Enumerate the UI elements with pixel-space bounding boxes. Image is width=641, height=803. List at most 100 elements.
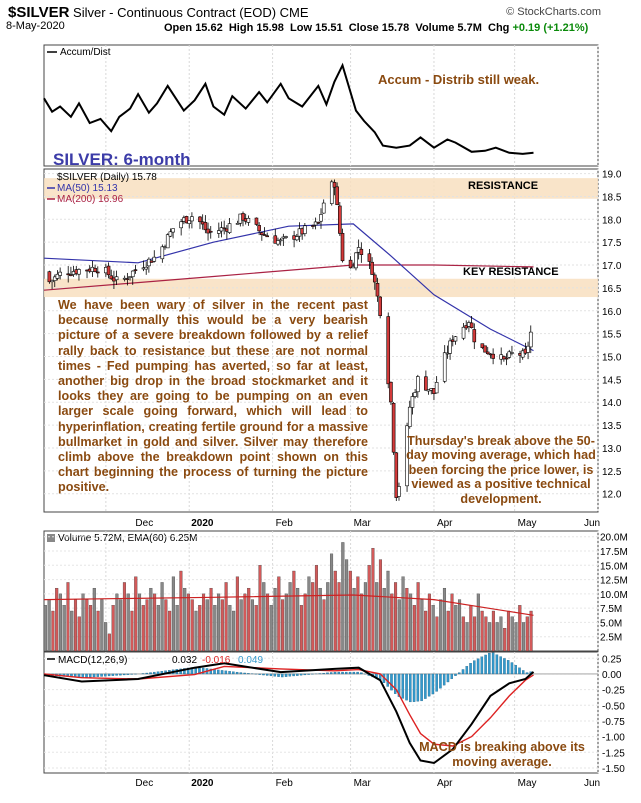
price-ytick-label: 14.0 bbox=[602, 398, 622, 409]
candle-body bbox=[372, 274, 377, 283]
price-ytick-label: 16.5 bbox=[602, 284, 622, 295]
volume-bar bbox=[201, 593, 206, 652]
volume-bar bbox=[352, 587, 356, 652]
candle-body bbox=[246, 217, 251, 223]
candle-body bbox=[397, 486, 401, 497]
volume-bar bbox=[100, 599, 104, 652]
candle-body bbox=[348, 259, 353, 269]
candle-body bbox=[144, 266, 148, 270]
candle-body bbox=[227, 223, 232, 233]
candle-body bbox=[520, 350, 525, 358]
volume-bar bbox=[141, 605, 145, 652]
volume-bar bbox=[424, 610, 428, 652]
candle-body bbox=[321, 202, 326, 214]
volume-bar bbox=[258, 565, 262, 652]
candle-body bbox=[338, 205, 342, 234]
volume-bar bbox=[333, 570, 337, 652]
macd-ytick-label: 0.25 bbox=[602, 654, 622, 665]
volume-bar bbox=[307, 576, 311, 652]
macd-ytick-label: 0.00 bbox=[602, 670, 622, 681]
candle-body bbox=[405, 425, 409, 487]
macd-histogram-bar bbox=[277, 673, 280, 677]
macd-histogram-bar bbox=[409, 673, 412, 703]
macd-histogram-bar bbox=[299, 673, 303, 676]
volume-bar bbox=[265, 593, 270, 652]
volume-bar bbox=[499, 616, 503, 652]
price-xtick-label: Apr bbox=[437, 518, 453, 529]
macd-histogram-bar bbox=[115, 673, 118, 676]
chart-date: 8-May-2020 bbox=[6, 20, 65, 32]
macd-histogram-bar bbox=[281, 673, 284, 678]
macd-histogram-bar bbox=[341, 671, 344, 675]
candle-body bbox=[394, 452, 399, 498]
macd-histogram-bar bbox=[220, 670, 224, 675]
candle-body bbox=[128, 276, 132, 278]
candle-body bbox=[526, 345, 530, 353]
macd-histogram-bar bbox=[356, 671, 359, 675]
macd-histogram-bar bbox=[393, 673, 397, 694]
volume-bar bbox=[458, 599, 462, 652]
volume-bar bbox=[179, 570, 183, 652]
candle-body bbox=[453, 336, 458, 342]
macd-histogram-bar bbox=[247, 673, 250, 675]
volume-bar bbox=[47, 599, 51, 652]
macd-histogram-bar bbox=[424, 673, 427, 699]
macd-annotation: MACD is breaking above its moving averag… bbox=[419, 740, 585, 769]
volume-bar bbox=[337, 582, 341, 652]
volume-ytick-label: 17.5M bbox=[600, 547, 628, 558]
volume-bar bbox=[514, 622, 518, 652]
candle-body bbox=[413, 392, 417, 397]
candle-body bbox=[168, 231, 173, 237]
macd-histogram-bar bbox=[397, 673, 401, 697]
volume-bar bbox=[360, 593, 364, 652]
macd-histogram-bar bbox=[390, 673, 393, 691]
candle-body bbox=[485, 351, 490, 355]
macd-title: MACD(12,26,9) bbox=[58, 655, 127, 666]
candle-body bbox=[58, 271, 62, 276]
macd-histogram-bar bbox=[476, 658, 480, 675]
volume-bar bbox=[281, 599, 285, 652]
candle-body bbox=[319, 214, 323, 222]
macd-histogram-bar bbox=[130, 673, 133, 675]
candle-body bbox=[125, 278, 130, 280]
macd-histogram-bar bbox=[446, 673, 450, 683]
macd-histogram-bar bbox=[201, 667, 205, 675]
candle-body bbox=[222, 227, 226, 230]
high-value: 15.98 bbox=[256, 22, 284, 34]
volume-bar bbox=[529, 610, 533, 652]
candle-body bbox=[55, 273, 60, 279]
price-ytick-label: 12.5 bbox=[602, 467, 622, 478]
symbol-label: $SILVER bbox=[8, 4, 70, 21]
macd-histogram-bar bbox=[510, 662, 514, 675]
volume-bar bbox=[145, 599, 149, 652]
macd-histogram-bar bbox=[333, 671, 337, 675]
exchange-label: CME bbox=[279, 5, 309, 20]
candle-body bbox=[278, 239, 283, 242]
candle-body bbox=[133, 269, 138, 271]
volume-bar bbox=[164, 599, 168, 652]
volume-bar bbox=[239, 599, 243, 652]
macd-histogram-bar bbox=[265, 673, 269, 676]
volume-bar bbox=[198, 605, 202, 652]
candle-body bbox=[52, 276, 57, 281]
volume-bar bbox=[397, 599, 401, 652]
volume-ytick-label: 10.0M bbox=[600, 590, 628, 601]
price-ytick-label: 13.0 bbox=[602, 444, 622, 455]
resistance-zone bbox=[44, 178, 598, 199]
macd-histogram-bar bbox=[473, 660, 476, 675]
volume-bar bbox=[43, 605, 47, 652]
candle-body bbox=[375, 283, 380, 297]
close-value: 15.78 bbox=[381, 22, 410, 34]
candle-body bbox=[260, 232, 264, 236]
volume-bar bbox=[107, 633, 111, 652]
macd-xtick-label: Feb bbox=[276, 778, 294, 789]
candle-body bbox=[187, 220, 192, 224]
macd-histogram-bar bbox=[480, 656, 484, 675]
macd-histogram-bar bbox=[450, 673, 453, 680]
candle-body bbox=[461, 326, 466, 339]
volume-bar bbox=[322, 599, 326, 652]
candle-body bbox=[491, 353, 495, 359]
macd-histogram-bar bbox=[296, 673, 299, 676]
candle-body bbox=[149, 260, 154, 263]
price-ytick-label: 15.5 bbox=[602, 330, 622, 341]
